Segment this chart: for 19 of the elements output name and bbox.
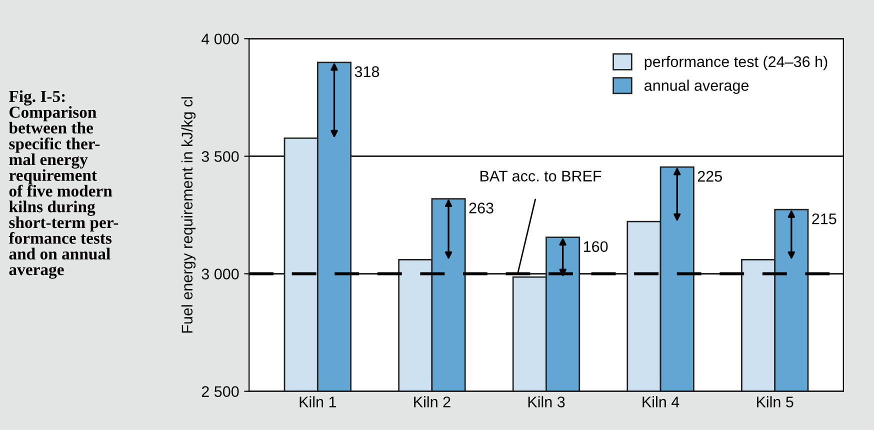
legend-label: performance test (24–36 h) [644,56,828,70]
chart-title: Fig. I-5: Comparison between the specific ther- mal energy requirement of five modern kilns during short-term per- formance tests and on annual average [8,90,118,279]
y-tick-label: 3 000 [202,268,239,280]
legend-label: annual average [644,80,749,94]
annotation: 318 [354,66,380,78]
x-tick-label: Kiln 4 [642,396,680,408]
x-tick-label: Kiln 1 [300,396,336,408]
annotation: 160 [584,241,608,252]
annotation: 263 [469,202,494,214]
x-tick-label: Kiln 5 [756,396,794,408]
y-axis-title: Fuel energy requirement in kJ/kg cl [181,97,196,333]
annotation: 225 [698,170,722,182]
y-tick-label: 2 500 [202,386,239,397]
x-tick-label: Kiln 3 [528,396,565,408]
annotation: 215 [812,213,836,224]
ref-line-label: BAT acc. to BREF [480,170,602,182]
x-tick-label: Kiln 2 [414,396,450,408]
y-tick-label: 4 000 [201,34,239,44]
y-tick-label: 3 500 [202,151,239,162]
